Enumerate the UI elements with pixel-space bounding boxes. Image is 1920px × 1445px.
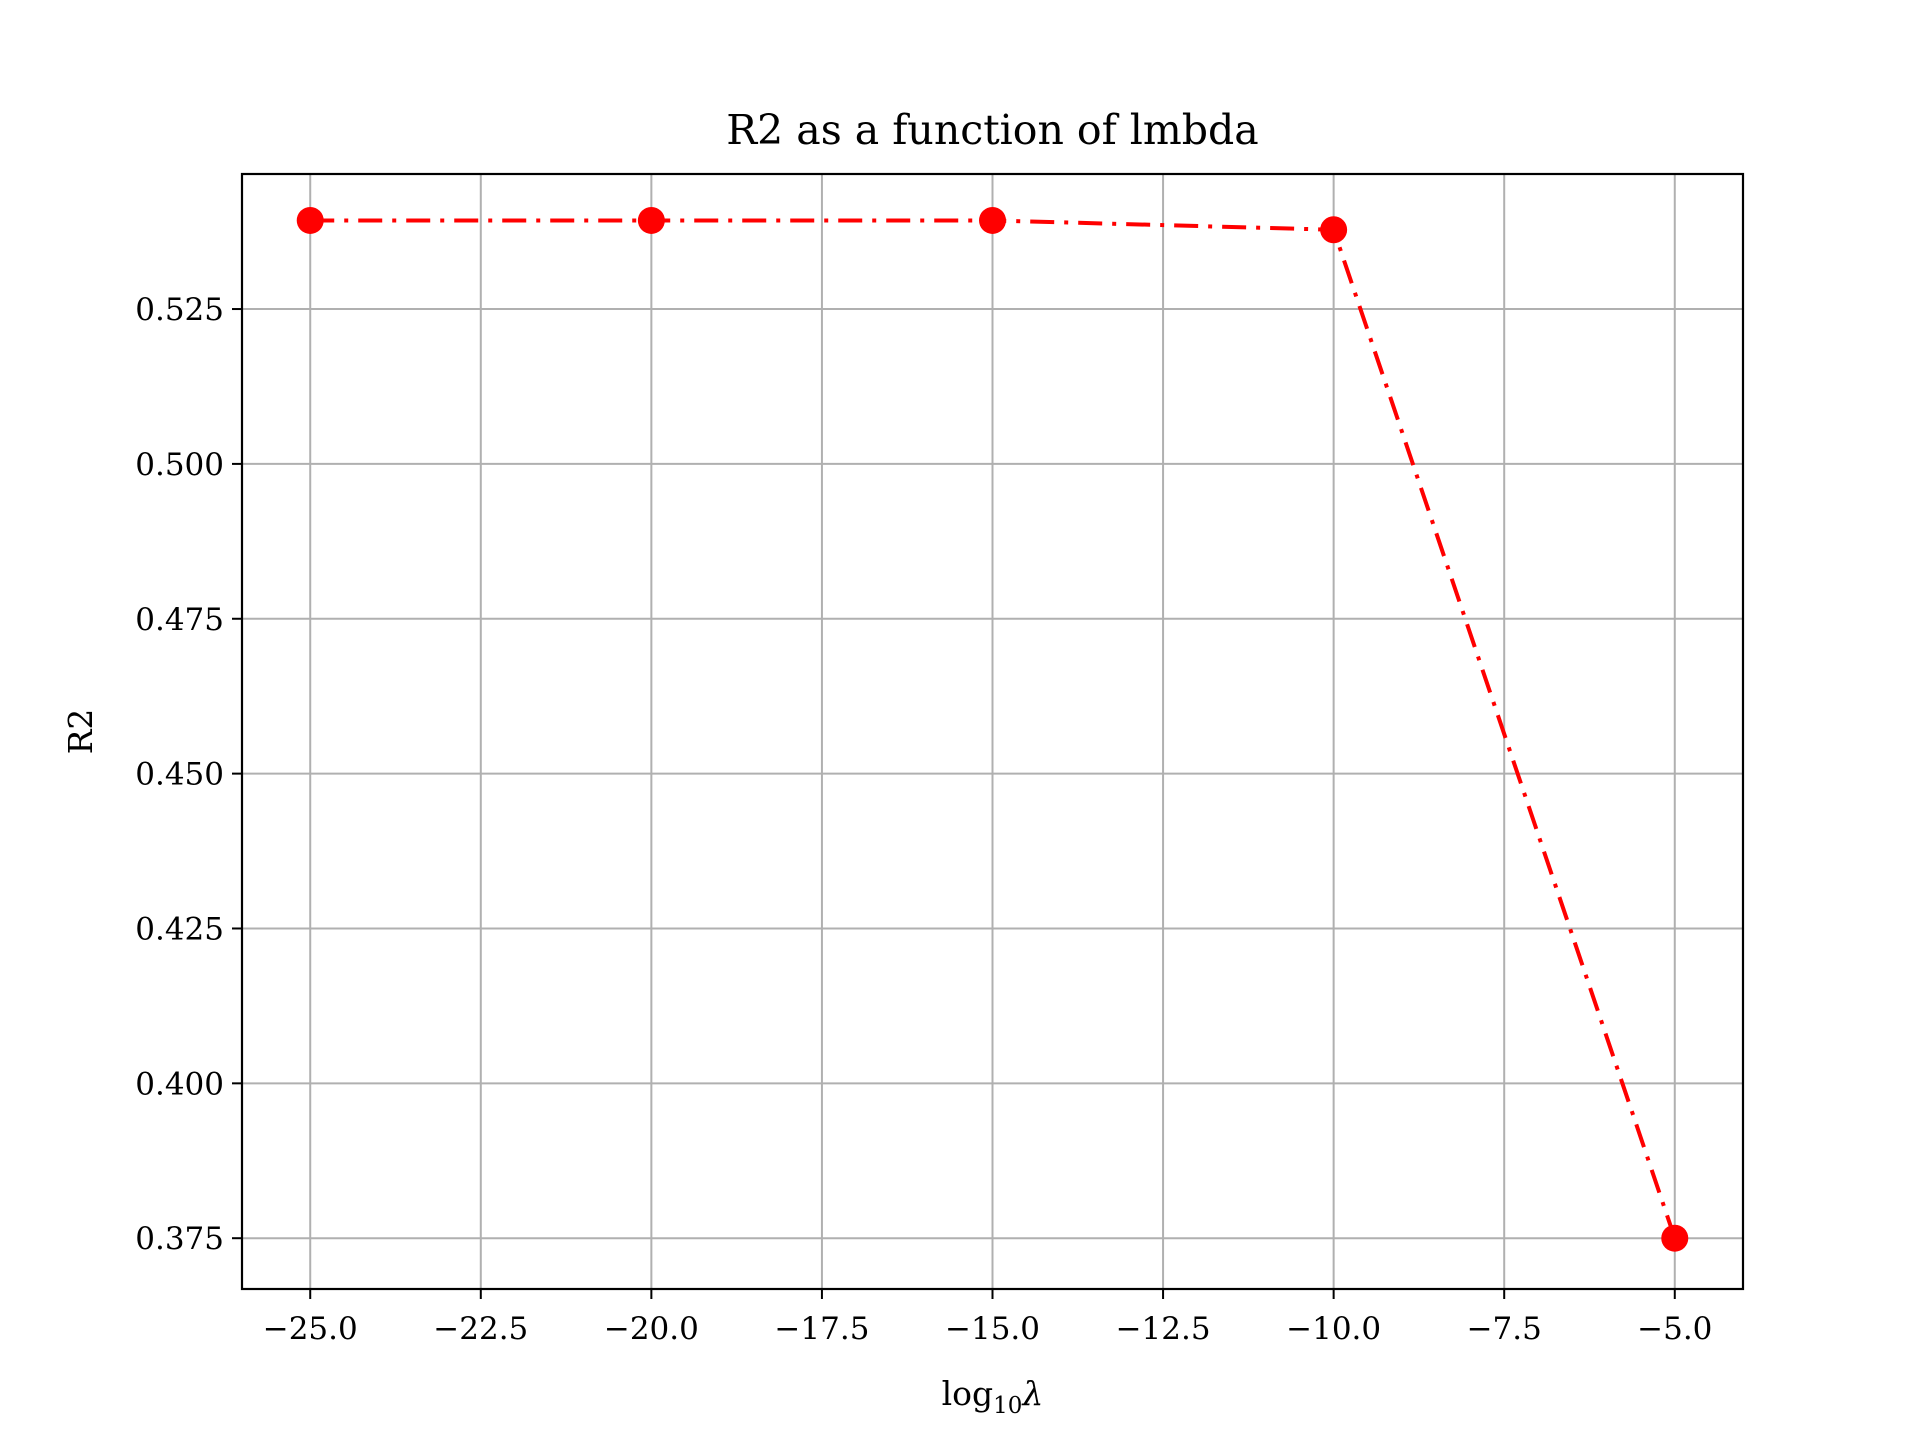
y-tick-label: 0.450 <box>135 757 224 793</box>
data-point <box>979 206 1006 234</box>
series-layer <box>296 206 1689 1252</box>
x-tick-label: −12.5 <box>1116 1311 1211 1347</box>
x-tick-label: −15.0 <box>945 1311 1040 1347</box>
y-tick-label: 0.425 <box>135 911 224 947</box>
data-point <box>637 206 665 234</box>
x-tick-label: −10.0 <box>1286 1311 1381 1347</box>
x-tick-label: −20.0 <box>604 1311 699 1347</box>
x-tick-label: −17.5 <box>774 1311 869 1347</box>
grid <box>242 174 1743 1289</box>
chart-title: R2 as a function of lmbda <box>726 106 1258 154</box>
x-tick-label: −7.5 <box>1467 1311 1542 1347</box>
x-tick-label: −22.5 <box>433 1311 528 1347</box>
ticks: −25.0 −22.5 −20.0 −17.5 −15.0 −12.5 −10.0 −7.5 −… <box>135 292 1712 1347</box>
x-axis-label-subscript: 10 <box>993 1393 1022 1419</box>
x-axis-label: log10λ <box>942 1374 1044 1419</box>
data-point <box>1661 1224 1689 1252</box>
x-tick-label: −25.0 <box>263 1311 358 1347</box>
data-point <box>1320 216 1348 244</box>
y-tick-label: 0.400 <box>135 1066 224 1102</box>
y-axis-label: R2 <box>61 709 100 755</box>
x-axis-label-symbol: λ <box>1020 1374 1043 1413</box>
x-tick-label: −5.0 <box>1637 1311 1712 1347</box>
data-point <box>296 206 324 234</box>
y-tick-label: 0.475 <box>135 602 224 638</box>
y-tick-label: 0.525 <box>135 292 224 328</box>
y-tick-label: 0.500 <box>135 447 224 483</box>
y-tick-label: 0.375 <box>135 1221 224 1257</box>
x-axis-label-main: log <box>942 1374 994 1413</box>
